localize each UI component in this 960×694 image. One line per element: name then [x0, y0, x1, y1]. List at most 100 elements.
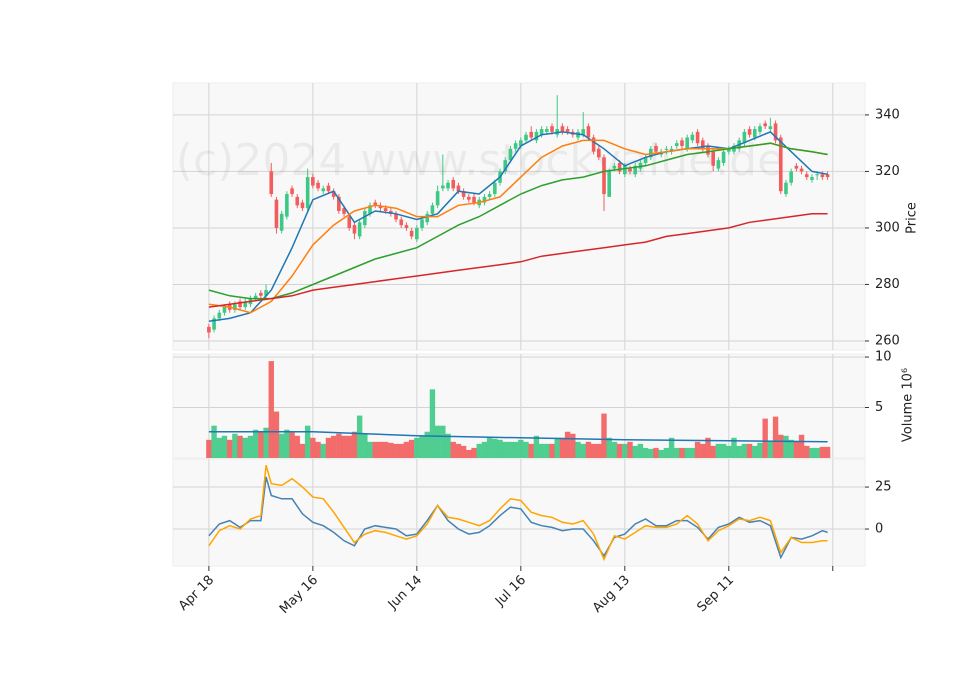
volume-bar [492, 438, 498, 458]
candle-body [560, 126, 565, 132]
volume-bar [377, 441, 384, 458]
volume-bar [538, 443, 545, 458]
candle-body [706, 146, 710, 155]
volume-bar [788, 439, 794, 458]
candle-body [295, 196, 300, 206]
volume-bar [684, 447, 690, 458]
candle-body [752, 129, 757, 138]
candle-body [446, 182, 450, 189]
volume-bar [263, 427, 269, 458]
volume-bar [741, 443, 748, 458]
candle-body [519, 140, 523, 147]
volume-bar [221, 435, 228, 458]
volume-bar [580, 443, 586, 458]
y-tick-label: 280 [875, 277, 900, 292]
volume-bar [783, 435, 789, 458]
volume-bar [419, 435, 425, 458]
volume-bar [689, 447, 696, 458]
volume-bar [356, 415, 363, 458]
candle-body [311, 177, 315, 186]
candle-body [768, 126, 773, 130]
candle-body [430, 205, 435, 214]
candle-body [591, 137, 596, 152]
volume-bar [653, 447, 659, 458]
volume-bar [362, 433, 368, 458]
volume-bar [705, 437, 711, 458]
volume-bar [429, 389, 436, 458]
candle-body [820, 174, 825, 178]
volume-bar [372, 441, 378, 458]
volume-bar [268, 361, 274, 458]
candle-body [420, 219, 424, 228]
volume-bar [393, 443, 399, 458]
candle-body [461, 191, 466, 197]
volume-bar [564, 431, 571, 458]
volume-bar [330, 435, 337, 458]
volume-bar [502, 441, 508, 458]
volume-bar [351, 431, 358, 458]
candle-body [633, 165, 637, 175]
volume-bar [575, 441, 581, 458]
volume-bar [752, 445, 758, 458]
volume-bar [809, 447, 815, 458]
volume-bar [528, 443, 534, 458]
volume-bar [570, 433, 576, 458]
volume-average-line [208, 430, 828, 443]
candle-body [472, 196, 476, 203]
candle-body [799, 168, 804, 172]
candle-body [680, 140, 684, 147]
candle-body [607, 171, 612, 197]
candle-body [404, 225, 409, 228]
candle-body [789, 171, 793, 183]
volume-bar [819, 446, 826, 458]
candle-body [742, 131, 747, 144]
volume-bar [736, 445, 742, 458]
volume-bar [414, 437, 420, 458]
candle-body [331, 191, 336, 197]
volume-bar [523, 441, 529, 458]
oscillator-line [208, 464, 828, 562]
volume-bar [216, 437, 222, 458]
volume-bar [325, 437, 332, 458]
candle-body [238, 301, 242, 308]
volume-bar [720, 443, 727, 458]
candle-body [300, 202, 305, 209]
candle-body [784, 182, 788, 195]
volume-bar [611, 441, 618, 458]
volume-bar [278, 433, 285, 458]
candle-body [357, 222, 362, 237]
volume-bar [554, 437, 560, 458]
volume-bar [398, 443, 404, 458]
volume-bar [455, 443, 462, 458]
candle-body [383, 208, 388, 211]
volume-bar [731, 437, 737, 458]
volume-bar [242, 437, 248, 458]
volume-bar [320, 443, 326, 458]
volume-bar [679, 447, 685, 458]
y-tick-label: 10 [875, 350, 892, 365]
moving-average-line [208, 142, 828, 300]
y-tick-label: 25 [875, 480, 892, 495]
candle-body [425, 213, 430, 223]
candle-body [363, 210, 367, 226]
volume-bar [232, 433, 238, 458]
volume-bar [715, 443, 722, 458]
volume-bar [606, 437, 612, 458]
candle-body [212, 318, 216, 330]
candle-body [467, 196, 471, 200]
volume-bar [341, 435, 347, 458]
volume-bar [367, 441, 373, 458]
volume-bar [507, 441, 514, 458]
volume-bar [710, 445, 716, 458]
volume-bar [388, 442, 394, 458]
volume-bar [585, 441, 592, 458]
candle-body [451, 179, 456, 189]
volume-bar [471, 447, 477, 458]
volume-bar [632, 445, 638, 458]
y-tick-label: 340 [875, 107, 900, 122]
candle-body [513, 143, 518, 149]
volume-bar [497, 439, 503, 458]
candle-body [337, 196, 341, 211]
volume-bar [559, 437, 566, 458]
volume-bar [622, 443, 628, 458]
